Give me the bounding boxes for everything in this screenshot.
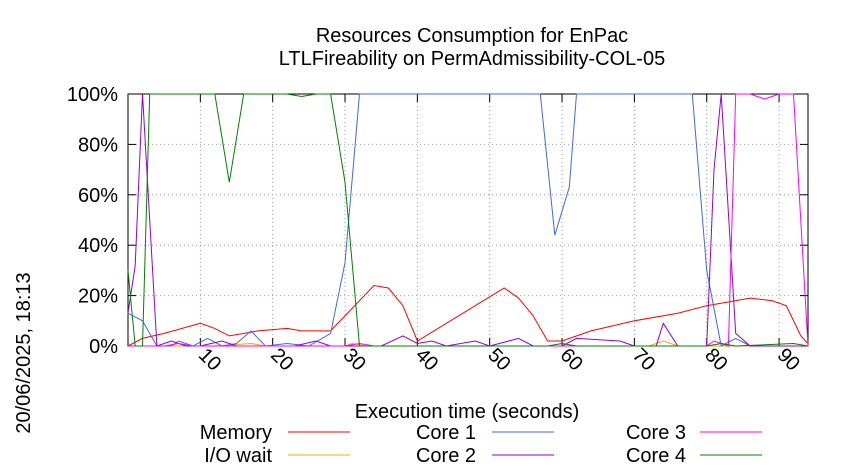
legend-label: Core 1 xyxy=(416,422,476,444)
chart-title: Resources Consumption for EnPac xyxy=(316,25,628,47)
x-tick-label: 20 xyxy=(266,344,297,375)
y-tick-label: 80% xyxy=(78,134,118,156)
series-line-core-3 xyxy=(128,93,809,347)
timestamp-label: 20/06/2025, 18:13 xyxy=(13,272,35,433)
legend-label: Core 2 xyxy=(416,445,476,467)
series-line-core-1 xyxy=(127,93,808,347)
series-lines xyxy=(127,93,809,347)
legend-label: Core 3 xyxy=(626,422,686,444)
axes: 0% 20% 40% 60% 80% 100% 10 20 30 40 50 60 70 80 90 xyxy=(67,84,809,375)
y-tick-label: 60% xyxy=(78,185,118,207)
y-tick-label: 0% xyxy=(89,336,118,358)
series-line-i-o-wait xyxy=(128,340,808,347)
legend-label: Core 4 xyxy=(626,445,686,467)
x-tick-label: 70 xyxy=(628,344,659,375)
series-line-memory xyxy=(127,284,809,347)
chart-subtitle: LTLFireability on PermAdmissibility-COL-… xyxy=(279,48,665,70)
x-tick-label: 60 xyxy=(556,344,587,375)
x-tick-label: 30 xyxy=(339,344,370,375)
x-tick-label: 50 xyxy=(483,344,514,375)
x-tick-label: 10 xyxy=(194,344,225,375)
legend-label: Memory xyxy=(200,422,272,444)
grid-lines xyxy=(128,94,808,346)
plot-frame xyxy=(127,93,809,347)
y-tick-label: 100% xyxy=(67,84,118,106)
series-line-core-4 xyxy=(127,93,809,347)
x-tick-label: 90 xyxy=(773,344,804,375)
x-tick-label: 40 xyxy=(411,344,442,375)
y-tick-label: 20% xyxy=(78,286,118,308)
x-tick-label: 80 xyxy=(700,344,731,375)
legend-label: I/O wait xyxy=(204,445,272,467)
y-tick-label: 40% xyxy=(78,235,118,257)
x-axis-label: Execution time (seconds) xyxy=(355,401,580,423)
series-line-core-2 xyxy=(127,93,808,347)
